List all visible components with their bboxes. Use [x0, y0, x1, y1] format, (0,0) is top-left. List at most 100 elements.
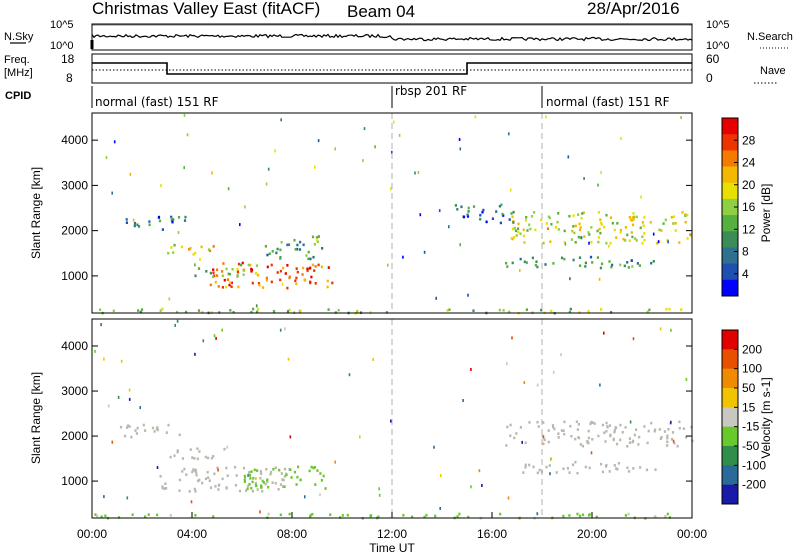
power-cell-4: [133, 224, 136, 228]
velocity-cell-2: [193, 457, 196, 460]
power-cell-6: [560, 256, 564, 260]
velocity-cell-4: [666, 444, 669, 447]
power-scatter-point: [459, 243, 461, 247]
power-cell-8: [299, 309, 302, 313]
power-cell-5: [684, 220, 687, 224]
power-cell-0: [306, 269, 309, 272]
power-y-tick-label: 3000: [61, 178, 88, 192]
power-frame: [91, 112, 693, 314]
velocity-cell-4: [562, 429, 565, 432]
power-cell-5: [628, 216, 631, 219]
power-cell-5: [641, 235, 644, 238]
velocity-cell-5: [574, 460, 577, 464]
power-cell-6: [572, 258, 575, 262]
power-cell-5: [643, 232, 646, 235]
power-cell-5: [597, 236, 600, 239]
velocity-scatter-point: [128, 397, 131, 401]
velocity-cell-4: [515, 432, 518, 435]
x-tick-label: 12:00: [377, 527, 407, 541]
power-colorbar-swatch: [722, 215, 738, 232]
power-colorbar-swatch: [722, 279, 738, 297]
power-scatter-point: [567, 155, 570, 159]
velocity-scatter-point: [117, 395, 120, 399]
velocity-cell-1: [253, 468, 256, 472]
power-colorbar-label: Power [dB]: [759, 184, 773, 243]
velocity-cell-4: [633, 433, 636, 437]
velocity-cell-0: [161, 485, 164, 488]
freq-frame: [91, 53, 693, 84]
power-cell-5: [631, 235, 634, 239]
power-scatter-point: [508, 132, 510, 136]
velocity-colorbar-swatch: [722, 330, 738, 350]
velocity-scatter-point: [659, 327, 662, 331]
power-cell-6: [552, 262, 555, 265]
velocity-cell-1: [319, 472, 322, 475]
velocity-scatter-point: [202, 339, 205, 343]
power-cell-0: [265, 279, 268, 282]
power-cell-6: [611, 263, 614, 267]
velocity-cell-0: [183, 467, 186, 471]
velocity-cell-1: [261, 479, 264, 483]
velocity-cell-4: [560, 429, 563, 432]
velocity-cell-6: [588, 513, 591, 516]
power-cell-8: [232, 311, 235, 314]
freq-label: Freq.: [4, 54, 30, 66]
power-cell-7: [485, 220, 488, 224]
power-cell-8: [550, 309, 553, 313]
power-cell-0: [317, 263, 320, 267]
power-cell-5: [534, 228, 537, 232]
power-cell-5: [526, 229, 529, 232]
velocity-cell-0: [277, 488, 280, 491]
power-cell-5: [630, 231, 633, 234]
velocity-colorbar-label: 200: [742, 342, 762, 356]
power-cell-2: [309, 257, 312, 261]
power-cell-6: [630, 259, 633, 262]
velocity-cell-3: [136, 426, 139, 430]
velocity-cell-4: [536, 420, 539, 424]
power-cell-6: [631, 265, 634, 268]
velocity-cell-4: [597, 434, 600, 438]
power-cell-6: [531, 256, 534, 260]
velocity-cell-3: [135, 432, 138, 435]
power-cell-6: [638, 264, 641, 267]
velocity-scatter-point: [304, 495, 306, 499]
power-cell-5: [511, 227, 514, 231]
power-cell-5: [511, 237, 514, 241]
velocity-cell-4: [587, 436, 590, 440]
velocity-cell-6: [329, 513, 332, 516]
velocity-colorbar-label: -15: [742, 420, 760, 434]
power-cell-3: [188, 248, 191, 251]
power-scatter-point: [255, 304, 258, 308]
velocity-cell-4: [591, 438, 594, 441]
power-scatter-point: [459, 147, 462, 151]
power-scatter-point: [423, 250, 426, 254]
velocity-scatter-point: [247, 473, 249, 477]
power-cell-8: [159, 309, 162, 312]
power-cell-5: [578, 228, 582, 232]
power-cell-6: [636, 262, 639, 265]
velocity-cell-4: [673, 441, 676, 445]
velocity-cell-5: [522, 471, 525, 474]
power-cell-5: [631, 219, 634, 222]
velocity-scatter-point: [599, 383, 601, 387]
power-cell-2: [294, 248, 297, 251]
power-cell-3: [189, 247, 192, 250]
x-axis-label: Time UT: [369, 541, 415, 554]
power-cell-5: [542, 241, 545, 245]
power-cell-8: [665, 308, 668, 311]
velocity-cell-4: [614, 426, 617, 429]
power-scatter-point: [657, 240, 660, 244]
power-cell-5: [514, 229, 518, 233]
power-cell-2: [296, 243, 299, 247]
velocity-cell-4: [619, 438, 622, 442]
power-cell-1: [242, 273, 245, 276]
velocity-cell-1: [322, 474, 325, 478]
velocity-cell-2: [196, 447, 199, 450]
velocity-cell-5: [538, 468, 541, 472]
velocity-cell-6: [423, 515, 426, 519]
velocity-cell-4: [569, 424, 572, 428]
power-scatter-point: [448, 225, 450, 229]
power-scatter-point: [170, 217, 173, 220]
velocity-colorbar-swatch: [722, 484, 738, 505]
power-cell-5: [634, 237, 637, 240]
